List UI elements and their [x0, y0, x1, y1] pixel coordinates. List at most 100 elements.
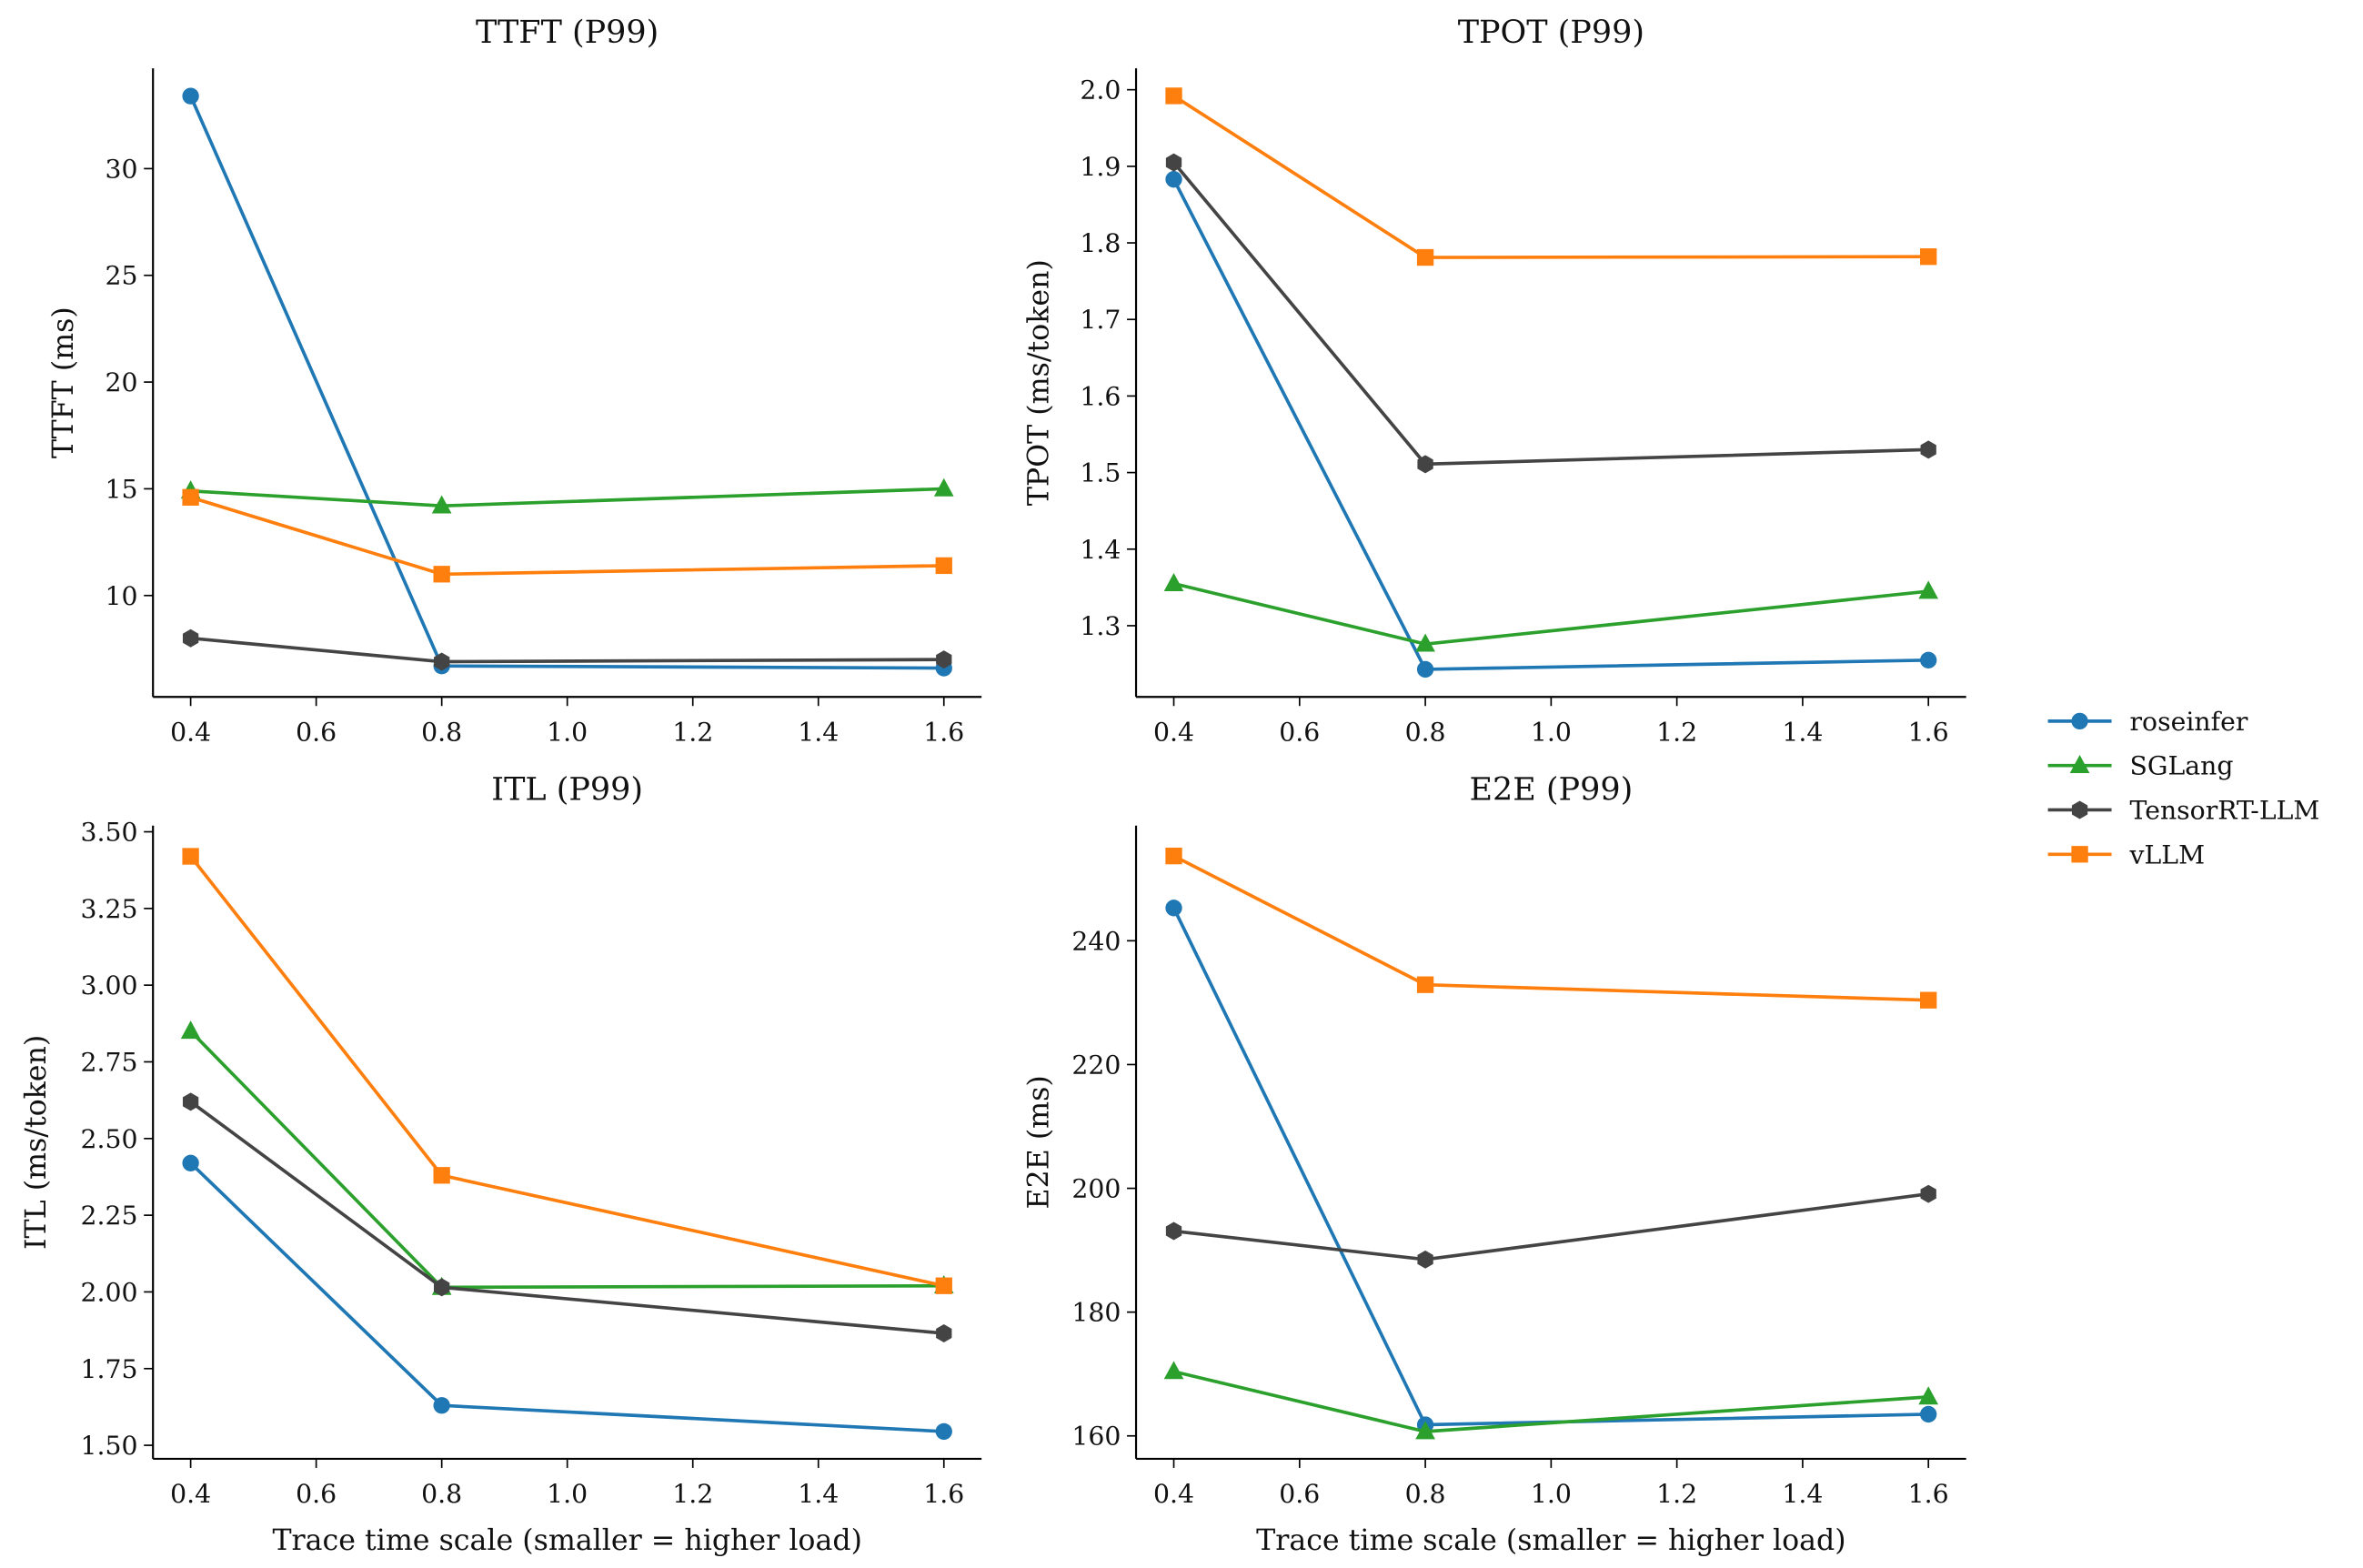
- series-line: [1172, 854, 1929, 1002]
- y-tick-label: 25: [106, 261, 138, 291]
- y-axis-label: TPOT (ms/token): [1022, 259, 1055, 506]
- x-tick-label: 0.6: [1279, 1479, 1320, 1509]
- y-tick-label: 1.3: [1080, 611, 1121, 641]
- marker: [1165, 171, 1182, 188]
- y-tick-label: 1.6: [1080, 381, 1121, 411]
- y-axis-label: E2E (ms): [1022, 1075, 1055, 1209]
- y-tick-label: 20: [106, 367, 138, 397]
- y-tick-label: 2.75: [81, 1047, 138, 1077]
- marker: [1416, 248, 1434, 266]
- y-tick-label: 30: [106, 154, 138, 184]
- marker: [935, 1422, 952, 1441]
- y-tick-label: 180: [1071, 1298, 1121, 1328]
- series-line: [188, 95, 944, 670]
- marker: [1920, 248, 1937, 266]
- y-tick-label: 240: [1071, 926, 1121, 956]
- y-tick-label: 160: [1071, 1422, 1121, 1452]
- legend-marker: [2071, 712, 2088, 730]
- x-tick-label: 1.0: [547, 718, 588, 748]
- legend-label: roseinfer: [2130, 707, 2248, 737]
- series-line: [1173, 1191, 1929, 1261]
- marker: [1163, 1361, 1184, 1380]
- y-axis-label: TTFT (ms): [47, 307, 80, 458]
- y-tick-label: 2.25: [81, 1201, 138, 1231]
- marker: [182, 1092, 199, 1111]
- marker: [1415, 633, 1435, 652]
- x-tick-label: 1.6: [1908, 1479, 1949, 1509]
- x-tick-label: 1.2: [672, 718, 713, 748]
- marker: [1920, 651, 1937, 668]
- y-axis-label: ITL (ms/token): [20, 1035, 53, 1250]
- marker: [935, 557, 952, 575]
- y-tick-label: 2.00: [81, 1277, 138, 1307]
- y-tick-label: 1.5: [1080, 458, 1121, 488]
- marker: [433, 566, 450, 583]
- y-tick-label: 1.9: [1080, 152, 1121, 182]
- series-line: [189, 1100, 944, 1335]
- legend-label: TensorRT-LLM: [2130, 795, 2320, 825]
- marker: [1165, 87, 1182, 105]
- x-tick-label: 1.0: [1531, 718, 1572, 748]
- x-tick-label: 0.4: [1153, 718, 1194, 748]
- x-tick-label: 1.4: [798, 718, 839, 748]
- marker: [935, 1277, 952, 1294]
- x-tick-label: 1.0: [1531, 1479, 1572, 1509]
- marker: [1165, 900, 1182, 917]
- x-tick-label: 0.4: [170, 1479, 211, 1509]
- series-line: [1173, 1370, 1929, 1433]
- y-tick-label: 2.0: [1080, 75, 1121, 106]
- chart-title: TPOT (P99): [1458, 15, 1644, 51]
- marker: [1417, 455, 1433, 474]
- x-tick-label: 1.2: [1656, 718, 1697, 748]
- marker: [1416, 660, 1434, 678]
- x-tick-label: 1.4: [1782, 1479, 1823, 1509]
- y-tick-label: 1.8: [1080, 228, 1121, 258]
- x-tick-label: 0.8: [1405, 1479, 1446, 1509]
- marker: [182, 1154, 199, 1171]
- chart-title: ITL (P99): [491, 771, 643, 808]
- y-tick-label: 2.50: [81, 1124, 138, 1154]
- x-axis-label: Trace time scale (smaller = higher load): [272, 1524, 861, 1557]
- marker: [1920, 1184, 1936, 1203]
- y-tick-label: 220: [1071, 1050, 1121, 1080]
- series-line: [1171, 907, 1929, 1427]
- marker: [1416, 976, 1434, 993]
- series-line: [1171, 178, 1929, 671]
- marker: [1165, 153, 1182, 172]
- chart-title: TTFT (P99): [476, 15, 659, 51]
- y-tick-label: 1.4: [1080, 535, 1121, 565]
- x-tick-label: 0.4: [170, 718, 211, 748]
- marker: [434, 652, 450, 671]
- x-tick-label: 0.6: [296, 718, 337, 748]
- marker: [182, 87, 199, 105]
- legend-marker: [2071, 846, 2088, 863]
- marker: [1918, 580, 1939, 599]
- series-line: [189, 1030, 944, 1290]
- y-tick-label: 15: [106, 474, 138, 504]
- marker: [936, 650, 952, 669]
- y-tick-label: 1.75: [81, 1354, 138, 1384]
- marker: [1415, 1421, 1435, 1440]
- x-tick-label: 1.2: [1656, 1479, 1697, 1509]
- y-tick-label: 1.7: [1080, 305, 1121, 335]
- marker: [1165, 847, 1182, 865]
- x-tick-label: 0.4: [1153, 1479, 1194, 1509]
- y-tick-label: 1.50: [81, 1431, 138, 1461]
- marker: [1165, 1221, 1182, 1241]
- x-tick-label: 1.2: [672, 1479, 713, 1509]
- series-line: [1173, 581, 1929, 647]
- marker: [1920, 991, 1937, 1009]
- x-tick-label: 1.0: [547, 1479, 588, 1509]
- chart-title: E2E (P99): [1469, 771, 1633, 808]
- y-tick-label: 200: [1071, 1174, 1121, 1204]
- y-tick-label: 3.50: [81, 818, 138, 848]
- x-tick-label: 1.4: [1782, 718, 1823, 748]
- marker: [434, 1278, 450, 1297]
- marker: [431, 495, 452, 514]
- legend-marker: [2069, 755, 2090, 774]
- series-line: [189, 855, 945, 1288]
- x-tick-label: 1.6: [1908, 718, 1949, 748]
- x-tick-label: 0.8: [421, 1479, 462, 1509]
